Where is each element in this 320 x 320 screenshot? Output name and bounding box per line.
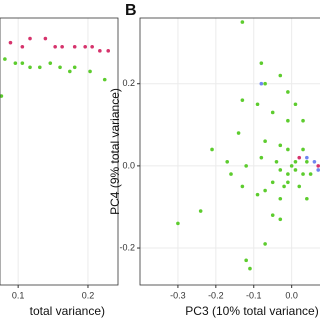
point [58,65,62,70]
point [255,102,260,107]
panel-label: B [125,2,137,19]
point [316,164,320,168]
y-tick-label: -0.2 [119,242,135,252]
x-axis-title: PC3 (10% total variance) [185,304,318,318]
point [37,65,42,70]
y-tick-label: 0.2 [122,78,135,88]
point [293,102,298,107]
point [278,168,283,172]
point [263,139,267,144]
panel: -0.3 -0.2 -0.1 0.0 -0.2 0.0 0.2 PC3 (10% total … [108,2,320,318]
point [60,44,64,49]
y-axis-title: PC4 (9% total variance) [108,88,122,215]
point [316,168,320,172]
point [270,180,275,185]
point [305,159,309,164]
point [263,242,267,246]
point [98,49,102,53]
point [263,81,267,86]
x-tick-label: 0.0 [285,290,298,300]
point [274,159,279,164]
point [308,172,313,176]
panel-border [0,17,119,286]
point [293,168,298,172]
point [278,196,283,201]
point [244,164,248,168]
point [301,172,305,176]
x-tick-label: -0.3 [170,290,186,300]
point [0,94,4,98]
point [240,98,245,102]
point [240,184,245,189]
point [293,159,298,164]
x-tick-label: 0.1 [12,290,25,300]
point [297,184,302,189]
point [106,49,111,53]
point [8,40,13,45]
point [297,155,302,160]
point [236,131,241,135]
point [312,159,317,164]
x-axis-title: total variance) [30,304,105,318]
x-tick-label: -0.2 [208,290,224,300]
point [90,44,94,49]
point [259,81,264,86]
point [282,184,286,189]
point [286,180,290,185]
points [176,20,320,271]
point [278,143,283,148]
point [20,61,25,65]
panel-border [139,17,320,286]
point [301,147,305,152]
point [255,192,260,197]
point [248,266,252,271]
point [278,217,283,222]
point [286,172,290,176]
x-tick-label: 0.2 [82,290,95,300]
x-tick-label: -0.1 [246,290,262,300]
point [259,61,264,65]
point [305,155,309,160]
point [270,213,275,217]
point [286,147,290,152]
plot-background [0,18,118,285]
point [28,65,32,70]
point [176,221,180,226]
point [286,118,290,123]
point [270,110,275,115]
panel: 0.1 0.2 total variance) [0,17,119,318]
point [225,159,230,164]
point [244,258,248,263]
point [72,65,77,70]
point [43,36,48,41]
point [198,209,203,213]
plot-background [140,18,320,285]
point [20,44,25,49]
point [305,196,309,201]
point [289,164,294,168]
point [229,172,233,176]
y-tick-label: 0.0 [122,160,135,170]
point [53,44,57,49]
point [48,61,53,65]
point [13,61,18,65]
point [3,57,7,61]
point [68,69,72,74]
point [240,20,245,24]
point [28,36,32,41]
point [102,77,107,82]
point [259,155,264,160]
point [263,188,267,193]
point [278,73,283,78]
point [210,147,214,152]
point [301,118,305,123]
point [88,69,92,74]
point [286,90,290,94]
point [83,44,87,49]
point [72,44,77,49]
points [0,36,111,98]
